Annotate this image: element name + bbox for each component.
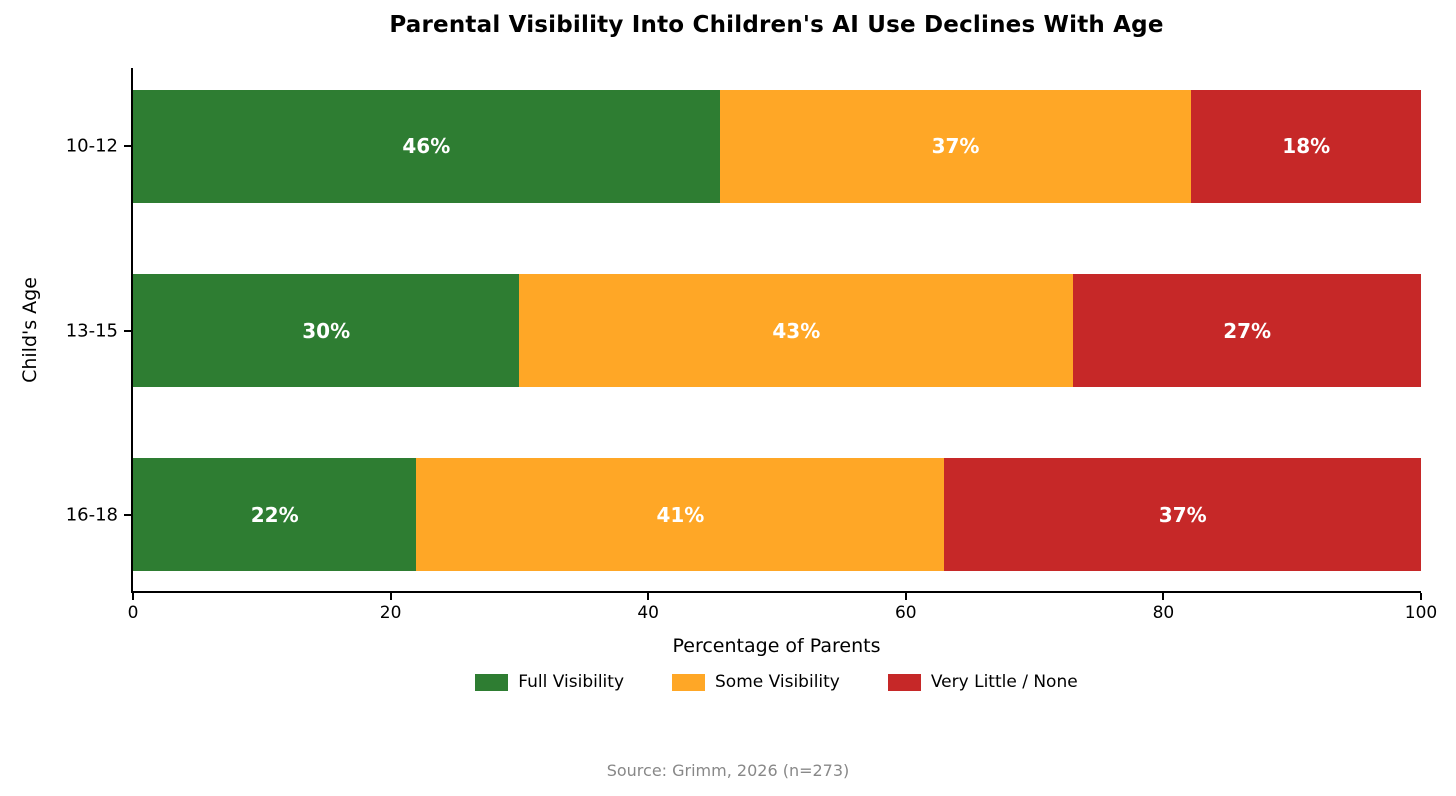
y-tick-label: 10-12: [65, 135, 118, 157]
x-tick-label: 20: [379, 603, 402, 623]
y-tick-mark: [124, 329, 131, 332]
bar-segment: 41%: [416, 458, 945, 572]
y-tick-label: 16-18: [65, 504, 118, 526]
chart-title: Parental Visibility Into Children's AI U…: [389, 12, 1164, 38]
bar-value-label: 18%: [1282, 134, 1331, 158]
bar-value-label: 27%: [1223, 318, 1272, 343]
bar-value-label: 43%: [772, 318, 821, 343]
x-tick-label: 60: [894, 603, 917, 623]
source-caption: Source: Grimm, 2026 (n=273): [606, 761, 850, 780]
x-tick-mark: [132, 593, 134, 600]
bar-row: 22% 41% 37%: [133, 458, 1421, 572]
bar-segment: 27%: [1073, 274, 1422, 387]
bar-value-label: 41%: [656, 502, 705, 527]
y-tick-mark: [124, 145, 131, 147]
bar-row: 30% 43% 27%: [133, 274, 1422, 387]
x-tick-mark: [389, 593, 392, 600]
y-tick-label: 13-15: [65, 320, 118, 341]
bar-value-label: 46%: [402, 134, 451, 158]
bar-segment: 18%: [1191, 89, 1421, 203]
bar-segment: 46%: [133, 89, 720, 203]
plot-area: 46% 37% 18% 10-12 30% 43% 27% 13-15 22% 41% 37% 16-…: [66, 68, 1437, 623]
y-axis-label: Child's Age: [19, 277, 41, 383]
bar-value-label: 22%: [250, 502, 299, 527]
y-tick-mark: [124, 513, 131, 516]
x-tick-label: 100: [1404, 603, 1438, 623]
legend: Full Visibility Some Visibility Very Littl…: [131, 672, 1422, 692]
legend-label: Very Little / None: [930, 672, 1078, 692]
legend-swatch: [672, 673, 705, 691]
x-tick-mark: [904, 593, 907, 600]
x-axis-label: Percentage of Parents: [672, 635, 881, 657]
legend-swatch: [887, 673, 921, 691]
bar-segment: 22%: [133, 458, 417, 572]
x-tick-label: 40: [637, 603, 660, 623]
x-tick-label: 80: [1152, 603, 1175, 623]
bar-segment: 37%: [944, 458, 1421, 572]
bar-segment: 30%: [133, 274, 520, 387]
legend-item: Full Visibility: [475, 672, 624, 692]
x-tick-mark: [647, 593, 650, 600]
x-tick-mark: [1420, 593, 1422, 600]
bar-value-label: 37%: [1158, 502, 1207, 527]
x-tick-mark: [1162, 593, 1165, 600]
legend-label: Some Visibility: [715, 672, 840, 692]
legend-item: Very Little / None: [887, 672, 1078, 692]
legend-label: Full Visibility: [518, 672, 624, 692]
legend-swatch: [475, 673, 509, 691]
x-tick-label: 0: [127, 603, 139, 623]
bar-value-label: 37%: [931, 134, 980, 158]
bar-row: 46% 37% 18%: [133, 89, 1421, 203]
bar-segment: 37%: [719, 89, 1192, 203]
bar-value-label: 30%: [302, 318, 351, 343]
bar-segment: 43%: [519, 274, 1074, 387]
legend-item: Some Visibility: [672, 672, 840, 692]
